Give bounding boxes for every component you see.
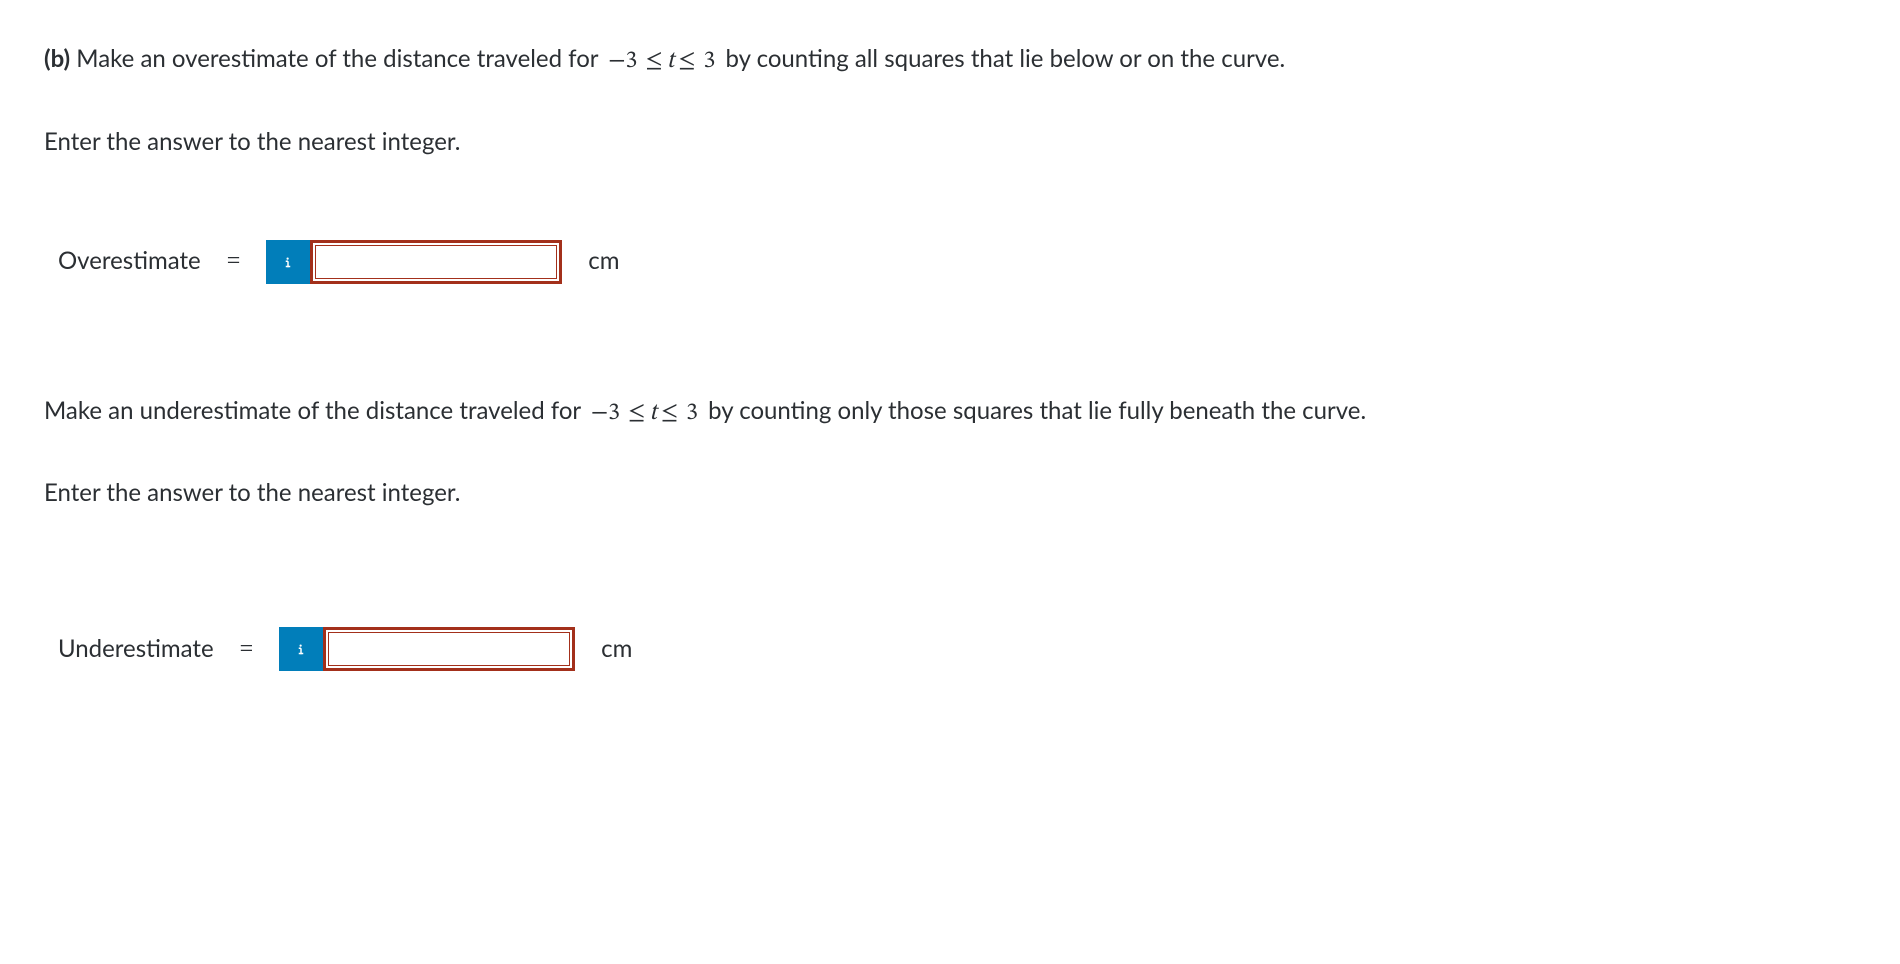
math-op2-2: ≤: [657, 401, 682, 425]
overestimate-row: Overestimate = cm: [58, 240, 1856, 284]
prompt-text-post: by counting all squares that lie below o…: [719, 44, 1285, 73]
info-button[interactable]: [266, 240, 310, 284]
underestimate-block: Underestimate = cm: [58, 627, 1856, 671]
prompt-text-pre: Make an overestimate of the distance tra…: [70, 44, 604, 73]
math-lhs: −3: [604, 49, 641, 73]
overestimate-label: Overestimate: [58, 244, 201, 279]
math-rhs-2: 3: [682, 401, 702, 425]
under-prompt-pre: Make an underestimate of the distance tr…: [44, 396, 587, 425]
equals-sign: =: [227, 244, 241, 279]
under-prompt: Make an underestimate of the distance tr…: [44, 394, 1856, 431]
math-var-2: t: [649, 401, 657, 425]
math-op1: ≤: [641, 49, 666, 73]
underestimate-input[interactable]: [329, 637, 569, 669]
overestimate-unit: cm: [588, 244, 619, 279]
part-label: (b): [44, 44, 70, 73]
underestimate-label: Underestimate: [58, 632, 214, 667]
equals-sign-2: =: [240, 632, 254, 667]
overestimate-field-outer: [310, 240, 562, 284]
overestimate-field-inner: [315, 245, 557, 279]
overestimate-block: Overestimate = cm: [58, 240, 1856, 284]
info-button-2[interactable]: [279, 627, 323, 671]
underestimate-field-inner: [328, 632, 570, 666]
math-lhs-2: −3: [587, 401, 624, 425]
info-icon: [279, 253, 297, 271]
overestimate-input-wrap: [266, 240, 562, 284]
under-instruction: Enter the answer to the nearest integer.: [44, 476, 1856, 511]
info-icon: [292, 640, 310, 658]
math-op1-2: ≤: [624, 401, 649, 425]
spacer: [44, 557, 1856, 587]
underestimate-input-wrap: [279, 627, 575, 671]
math-rhs: 3: [699, 49, 719, 73]
underestimate-unit: cm: [601, 632, 632, 667]
question-page: (b) Make an overestimate of the distance…: [0, 0, 1900, 823]
overestimate-input[interactable]: [316, 249, 556, 281]
partb-prompt: (b) Make an overestimate of the distance…: [44, 42, 1856, 79]
math-expr-1: −3≤t≤3: [604, 49, 719, 73]
underestimate-field-outer: [323, 627, 575, 671]
under-prompt-post: by counting only those squares that lie …: [702, 396, 1366, 425]
math-expr-2: −3≤t≤3: [587, 401, 702, 425]
math-op2: ≤: [674, 49, 699, 73]
underestimate-row: Underestimate = cm: [58, 627, 1856, 671]
partb-instruction: Enter the answer to the nearest integer.: [44, 125, 1856, 160]
